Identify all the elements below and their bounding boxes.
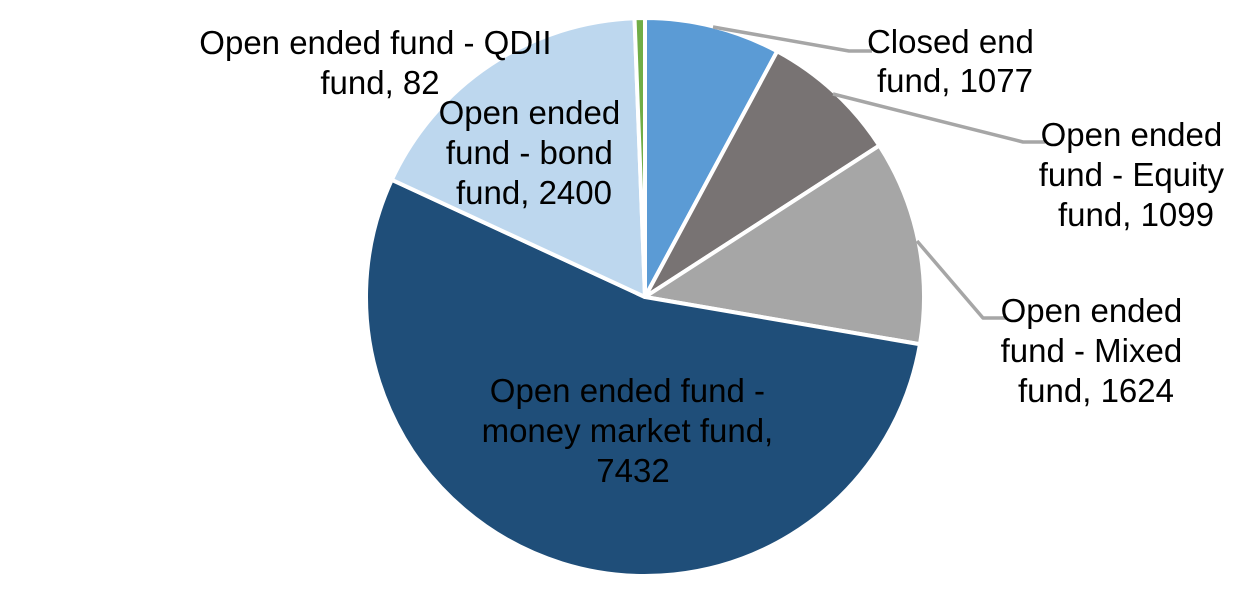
pie-slice-open-ended-fund-qdii-fund [632,16,647,299]
label-line: Open ended fund - QDII [199,24,551,61]
label-bond-fund: Open ended fund - bond fund, 2400 [439,94,630,211]
label-line: fund, 1099 [1058,196,1214,233]
leader-line-closed-end-fund [712,25,872,53]
label-line: fund, 2400 [456,174,612,211]
pie-slice-open-ended-fund-bond-fund [389,16,647,299]
label-line: 7432 [596,452,669,489]
pie-slices-group [364,16,926,578]
label-line: fund - Equity [1039,156,1225,193]
leader-line-equity-fund [832,92,1045,144]
label-closed-end-fund: Closed end fund, 1077 [867,23,1043,99]
label-qdii-fund: Open ended fund - QDII fund, 82 [199,24,560,101]
label-line: Open ended [1001,292,1183,329]
label-line: Closed end [867,23,1034,60]
label-line: fund, 82 [320,64,439,101]
label-line: Open ended [439,94,621,131]
label-line: money market fund, [482,412,774,449]
label-money-market-fund: Open ended fund - money market fund, 743… [482,372,783,489]
label-equity-fund: Open ended fund - Equity fund, 1099 [1039,116,1233,233]
label-line: fund, 1077 [877,62,1033,99]
label-line: fund - bond [446,134,613,171]
pie-slice-open-ended-fund-money-market-fund [364,177,922,578]
label-line: fund - Mixed [1001,332,1183,369]
label-mixed-fund: Open ended fund - Mixed fund, 1624 [1001,292,1192,409]
leader-line-mixed-fund [915,239,1006,320]
label-line: fund, 1624 [1018,372,1174,409]
pie-slice-open-ended-fund-equity-fund [643,49,882,299]
label-line: Open ended fund - [490,372,765,409]
label-line: Open ended [1041,116,1223,153]
